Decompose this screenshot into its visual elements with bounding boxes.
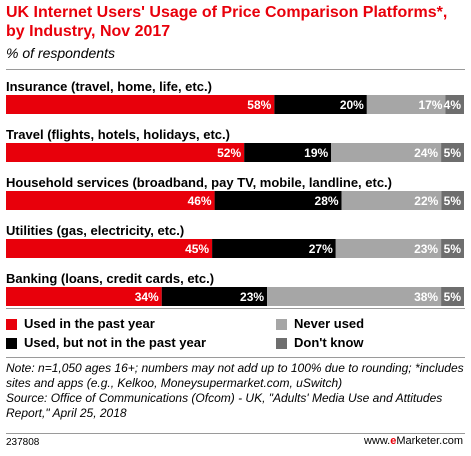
legend-label: Don't know [294, 335, 364, 350]
category-label: Travel (flights, hotels, holidays, etc.) [6, 127, 230, 142]
chart-id: 237808 [6, 437, 40, 448]
bar-segment [441, 239, 464, 258]
bar-value-label: 22% [414, 194, 438, 208]
bar-segment [6, 287, 162, 306]
legend-swatch [276, 318, 287, 330]
bar-segment [331, 143, 442, 162]
bar-value-label: 34% [135, 290, 159, 304]
brand-suffix: Marketer.com [396, 435, 463, 447]
legend-swatch [6, 318, 17, 330]
bar-segment [212, 239, 336, 258]
legend-label: Used, but not in the past year [24, 335, 207, 350]
bar-value-label: 5% [444, 146, 462, 160]
category-label: Insurance (travel, home, life, etc.) [6, 79, 212, 94]
bar-segment [6, 143, 245, 162]
note-text: Note: n=1,050 ages 16+; numbers may not … [6, 361, 464, 390]
bar-value-label: 5% [444, 194, 462, 208]
notes-block: Note: n=1,050 ages 16+; numbers may not … [6, 361, 466, 421]
bar-value-label: 4% [444, 98, 462, 112]
legend-swatch [6, 337, 17, 349]
legend-item-used-not-past-year: Used, but not in the past year [6, 336, 206, 350]
bar-segment [161, 287, 268, 306]
legend-label: Used in the past year [24, 316, 155, 331]
category-label: Household services (broadband, pay TV, m… [6, 175, 392, 190]
bar-value-label: 5% [444, 242, 462, 256]
notes-divider [6, 357, 465, 358]
bar-segment [366, 95, 446, 114]
stacked-bar-chart: Insurance (travel, home, life, etc.) 58% 2… [6, 79, 464, 306]
legend-swatch [276, 337, 287, 349]
bar-segment [6, 191, 215, 210]
bar-value-label: 27% [309, 242, 333, 256]
chart-subtitle: % of respondents [6, 45, 115, 61]
bar-segment [441, 143, 464, 162]
source-text: Source: Office of Communications (Ofcom)… [6, 391, 443, 420]
bar-segment [274, 95, 367, 114]
bar-segment [6, 239, 213, 258]
chart-title: UK Internet Users' Usage of Price Compar… [6, 4, 448, 40]
bar-value-label: 17% [418, 98, 442, 112]
bar-segment [341, 191, 442, 210]
brand-prefix: www. [363, 435, 391, 447]
bar-segment [335, 239, 442, 258]
category-label: Utilities (gas, electricity, etc.) [6, 223, 184, 238]
legend-divider [6, 308, 465, 309]
bar-value-label: 45% [185, 242, 209, 256]
bar-segment [244, 143, 332, 162]
legend-label: Never used [294, 316, 365, 331]
bar-value-label: 28% [315, 194, 339, 208]
bar-value-label: 23% [240, 290, 264, 304]
brand-link[interactable]: www.eMarketer.com [364, 435, 463, 447]
bar-value-label: 52% [217, 146, 241, 160]
bar-segment [441, 287, 464, 306]
legend-item-never-used: Never used [276, 317, 364, 331]
bar-value-label: 5% [444, 290, 462, 304]
bar-segment [445, 95, 464, 114]
legend-item-used-past-year: Used in the past year [6, 317, 155, 331]
bar-segment [441, 191, 464, 210]
legend-item-dont-know: Don't know [276, 336, 364, 350]
brand-accent: e [390, 435, 397, 447]
bar-segment [214, 191, 342, 210]
bar-value-label: 23% [414, 242, 438, 256]
category-label: Banking (loans, credit cards, etc.) [6, 271, 214, 286]
bar-segment [6, 95, 275, 114]
bar-value-label: 46% [188, 194, 212, 208]
footer-divider [6, 433, 465, 434]
bar-segment [267, 287, 442, 306]
bar-value-label: 24% [414, 146, 438, 160]
bar-value-label: 20% [340, 98, 364, 112]
bar-value-label: 38% [414, 290, 438, 304]
top-divider [6, 69, 465, 70]
bar-value-label: 19% [304, 146, 328, 160]
bar-value-label: 58% [247, 98, 271, 112]
